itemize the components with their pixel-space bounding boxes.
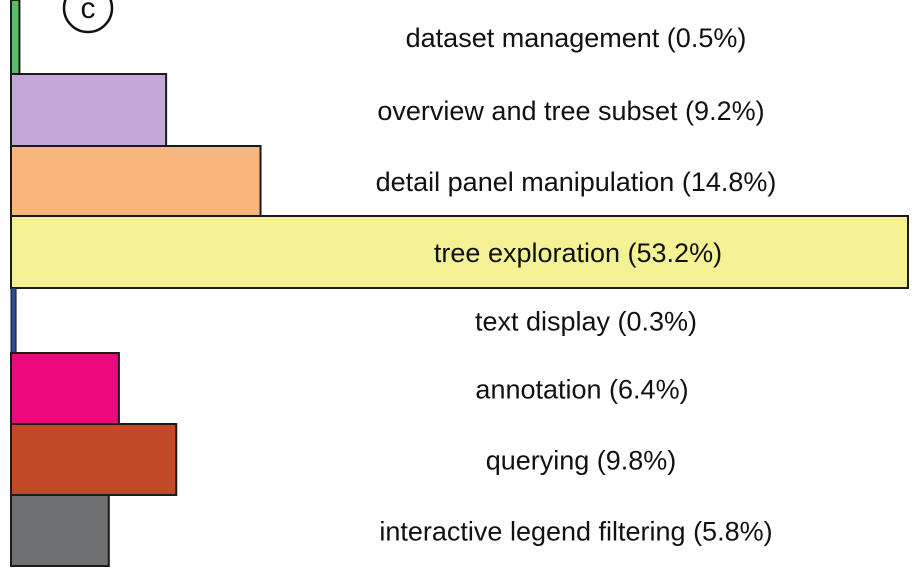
bar-dataset-management	[10, 0, 21, 75]
bar-interactive-legend-filtering	[10, 494, 110, 567]
bar-label-text-display: text display (0.3%)	[475, 307, 697, 337]
bars-group	[10, 0, 909, 567]
panel-letter-badge: c	[62, 0, 114, 34]
bar-label-tree-exploration: tree exploration (53.2%)	[434, 238, 722, 268]
bar-detail-panel-manipulation	[10, 145, 262, 217]
bar-label-detail-panel-manipulation: detail panel manipulation (14.8%)	[376, 167, 777, 197]
bar-overview-and-tree-subset	[10, 73, 168, 147]
bar-label-dataset-management: dataset management (0.5%)	[406, 23, 747, 53]
bar-label-annotation: annotation (6.4%)	[475, 375, 688, 405]
bar-label-interactive-legend-filtering: interactive legend filtering (5.8%)	[379, 517, 772, 547]
bar-label-overview-and-tree-subset: overview and tree subset (9.2%)	[377, 96, 764, 126]
bar-querying	[10, 423, 178, 496]
panel-letter: c	[81, 0, 96, 25]
labels-group: dataset management (0.5%) overview and tr…	[376, 23, 777, 547]
bar-annotation	[10, 352, 120, 425]
bar-label-querying: querying (9.8%)	[486, 446, 677, 476]
bar-tree-exploration	[10, 215, 909, 289]
bar-text-display	[10, 287, 17, 354]
panel-letter-circle	[62, 0, 114, 34]
